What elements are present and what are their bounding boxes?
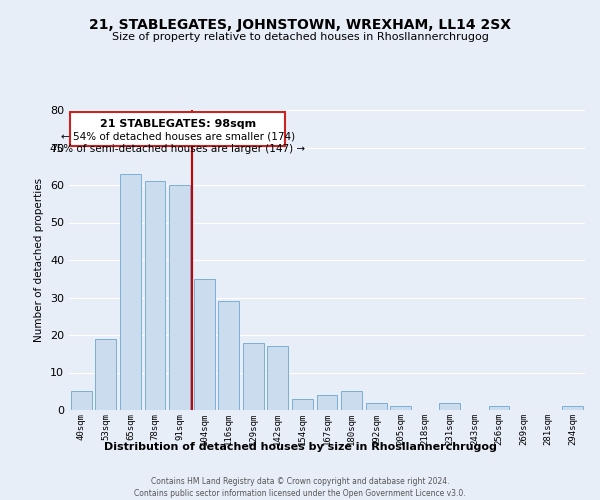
Bar [243,342,264,410]
Text: Contains HM Land Registry data © Crown copyright and database right 2024.: Contains HM Land Registry data © Crown c… [151,478,449,486]
Text: Contains public sector information licensed under the Open Government Licence v3: Contains public sector information licen… [134,489,466,498]
Bar [95,339,116,410]
Bar [169,185,190,410]
Bar [194,279,215,410]
Bar [390,406,411,410]
Bar [365,402,386,410]
Text: Size of property relative to detached houses in Rhosllannerchrugog: Size of property relative to detached ho… [112,32,488,42]
Text: 21 STABLEGATES: 98sqm: 21 STABLEGATES: 98sqm [100,120,256,130]
Bar [145,181,166,410]
Bar [562,406,583,410]
Bar [218,301,239,410]
Bar [341,391,362,410]
FancyBboxPatch shape [70,112,285,146]
Bar [120,174,141,410]
Bar [268,346,289,410]
Text: 21, STABLEGATES, JOHNSTOWN, WREXHAM, LL14 2SX: 21, STABLEGATES, JOHNSTOWN, WREXHAM, LL1… [89,18,511,32]
Bar [439,402,460,410]
Text: 45% of semi-detached houses are larger (147) →: 45% of semi-detached houses are larger (… [50,144,305,154]
Bar [71,391,92,410]
Bar [488,406,509,410]
Bar [292,399,313,410]
Text: ← 54% of detached houses are smaller (174): ← 54% of detached houses are smaller (17… [61,132,295,141]
Bar [317,395,337,410]
Y-axis label: Number of detached properties: Number of detached properties [34,178,44,342]
Text: Distribution of detached houses by size in Rhosllannerchrugog: Distribution of detached houses by size … [104,442,496,452]
